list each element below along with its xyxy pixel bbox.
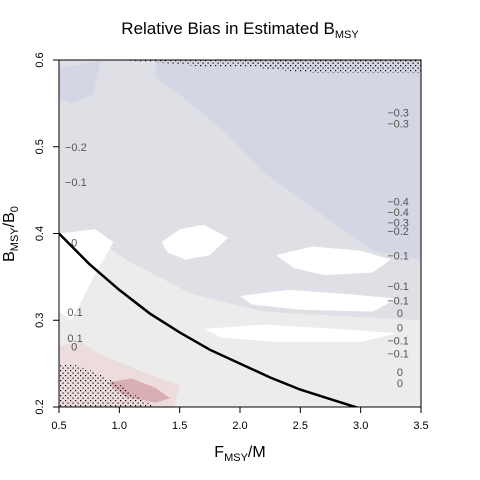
contour-label: −0.1: [387, 281, 409, 293]
y-tick-label: 0.4: [34, 226, 46, 241]
x-tick-label: 3.5: [413, 420, 428, 432]
contour-label: 0: [397, 308, 403, 320]
contour-label: −0.3: [387, 119, 409, 131]
bias-region-zero: [161, 224, 228, 260]
contour-label: 0: [397, 323, 403, 335]
y-axis-title: BMSY/B0: [1, 206, 21, 262]
stipple-region: [59, 363, 156, 407]
contour-label: −0.1: [65, 177, 87, 189]
y-tick-label: 0.2: [34, 399, 46, 414]
bias-region-neutral: [59, 233, 421, 407]
x-tick-label: 2.0: [232, 420, 247, 432]
chart-title: Relative Bias in Estimated BMSY: [121, 19, 359, 41]
contour-label: −0.1: [387, 251, 409, 263]
contour-label: −0.1: [387, 336, 409, 348]
y-tick-label: 0.3: [34, 313, 46, 328]
contour-label: −0.1: [387, 296, 409, 308]
x-tick-label: 1.5: [172, 420, 187, 432]
bias-region-strong-negative: [155, 60, 421, 260]
bias-region-zero: [59, 229, 114, 321]
bias-region-strong-negative: [59, 60, 102, 104]
y-axis: 0.2 0.3 0.4 0.5 0.6: [34, 52, 59, 415]
bias-region-strong-positive: [107, 378, 170, 403]
contour-label: −0.3: [387, 107, 409, 119]
contour-labels: −0.2−0.100.10.10−0.3−0.3−0.4−0.4−0.3−0.2…: [65, 107, 409, 390]
bias-region-zero: [276, 246, 391, 276]
contour-label: −0.2: [387, 226, 409, 238]
bias-region-zero: [203, 324, 397, 342]
bmsy-curve: [59, 232, 360, 407]
y-tick-label: 0.5: [34, 139, 46, 154]
contour-label: 0: [397, 367, 403, 379]
stipple-regions: [59, 60, 421, 407]
y-tick-label: 0.6: [34, 52, 46, 67]
x-tick-label: 2.5: [293, 420, 308, 432]
x-axis: 0.5 1.0 1.5 2.0 2.5 3.0 3.5: [51, 407, 429, 432]
bias-region-zero: [240, 289, 397, 312]
contour-label: 0.1: [67, 333, 82, 345]
contour-label: −0.2: [65, 142, 87, 154]
contour-label: −0.3: [387, 218, 409, 230]
x-tick-label: 1.0: [112, 420, 127, 432]
stipple-region: [240, 60, 421, 73]
contour-label: 0.1: [67, 307, 82, 319]
contour-label: 0: [397, 378, 403, 390]
heatmap-regions: [59, 60, 421, 407]
contour-label: 0: [71, 238, 77, 250]
contour-label: −0.1: [387, 349, 409, 361]
x-tick-label: 3.0: [353, 420, 368, 432]
x-axis-title: FMSY/M: [214, 444, 265, 464]
contour-label: −0.4: [387, 207, 409, 219]
x-tick-label: 0.5: [51, 420, 66, 432]
contour-label: 0: [71, 342, 77, 354]
contour-label: −0.4: [387, 197, 409, 209]
